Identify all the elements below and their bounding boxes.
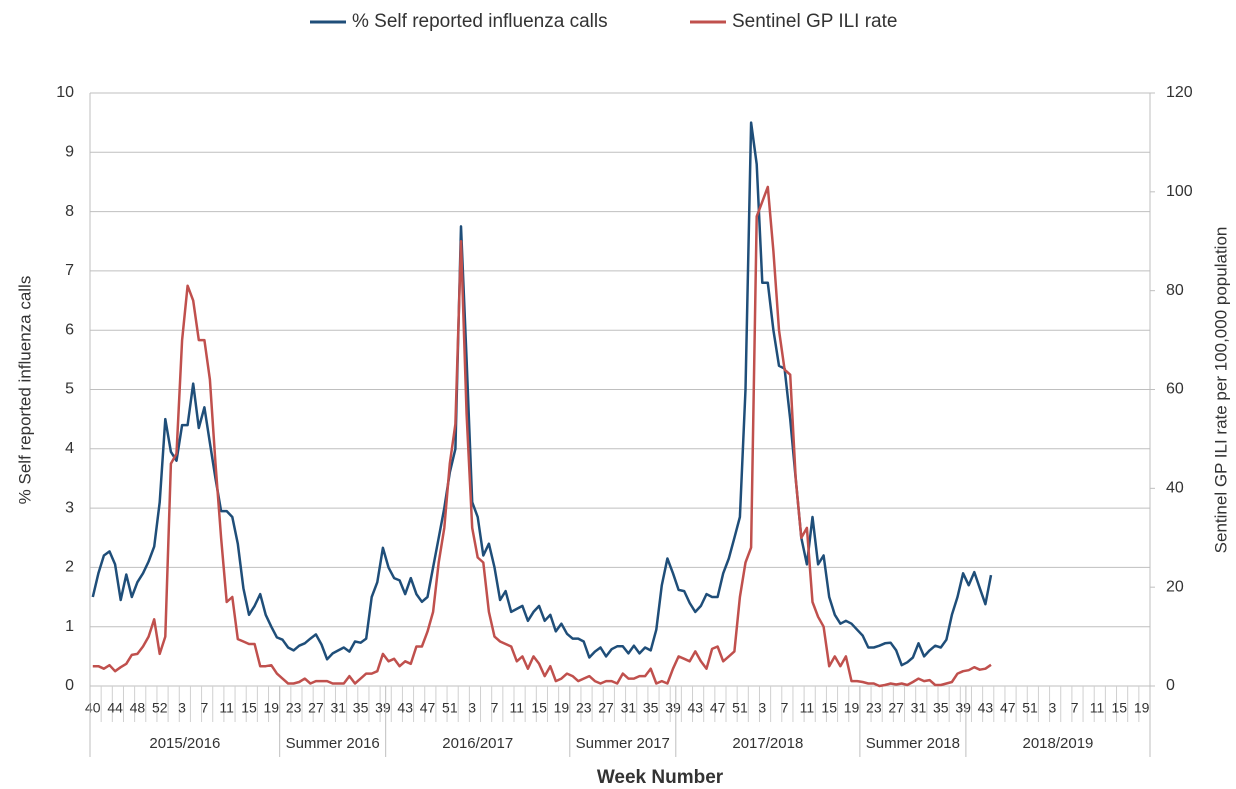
x-tick-label: 43 [397, 700, 413, 716]
x-tick-label: 7 [491, 700, 499, 716]
y-tick-label: 8 [65, 203, 74, 220]
group-label: 2016/2017 [442, 735, 513, 752]
series-line [91, 121, 993, 667]
y-tick-label: 7 [65, 262, 74, 279]
x-tick-label: 19 [554, 700, 570, 716]
x-tick-label: 52 [152, 700, 168, 716]
legend-label: % Self reported influenza calls [352, 11, 608, 32]
series-line [92, 185, 992, 688]
x-tick-label: 19 [844, 700, 860, 716]
y2-tick-label: 100 [1166, 183, 1193, 200]
x-tick-label: 43 [688, 700, 704, 716]
group-label: Summer 2016 [286, 735, 380, 752]
group-label: Summer 2018 [866, 735, 960, 752]
x-tick-label: 23 [286, 700, 302, 716]
y-tick-label: 1 [65, 618, 74, 635]
x-tick-label: 7 [781, 700, 789, 716]
x-tick-label: 15 [241, 700, 257, 716]
y-tick-label: 3 [65, 499, 74, 516]
x-tick-label: 47 [420, 700, 436, 716]
x-tick-label: 51 [442, 700, 458, 716]
x-tick-label: 15 [531, 700, 547, 716]
x-axis-title: Week Number [597, 767, 724, 788]
x-tick-label: 40 [85, 700, 101, 716]
x-tick-label: 47 [710, 700, 726, 716]
x-tick-label: 35 [933, 700, 949, 716]
x-tick-label: 11 [800, 700, 815, 716]
y-tick-label: 5 [65, 381, 74, 398]
x-tick-label: 27 [888, 700, 904, 716]
x-tick-label: 35 [353, 700, 369, 716]
y-tick-label: 6 [65, 321, 74, 338]
x-tick-label: 7 [200, 700, 208, 716]
x-tick-label: 19 [1134, 700, 1150, 716]
y2-tick-label: 20 [1166, 578, 1184, 595]
y2-tick-label: 80 [1166, 282, 1184, 299]
x-tick-label: 44 [107, 700, 123, 716]
x-tick-label: 43 [978, 700, 994, 716]
y2-tick-label: 120 [1166, 84, 1193, 101]
x-tick-label: 27 [308, 700, 324, 716]
x-tick-label: 51 [732, 700, 748, 716]
x-tick-label: 39 [375, 700, 391, 716]
legend-label: Sentinel GP ILI rate [732, 11, 897, 32]
y-tick-label: 10 [56, 84, 74, 101]
x-tick-label: 31 [621, 700, 637, 716]
y-tick-label: 4 [65, 440, 74, 457]
x-tick-label: 39 [665, 700, 681, 716]
group-label: Summer 2017 [576, 735, 670, 752]
x-tick-label: 19 [264, 700, 280, 716]
x-tick-label: 39 [955, 700, 971, 716]
x-tick-label: 51 [1022, 700, 1038, 716]
y2-tick-label: 40 [1166, 480, 1184, 497]
y2-tick-label: 0 [1166, 677, 1175, 694]
x-tick-label: 15 [1112, 700, 1128, 716]
group-label: 2015/2016 [149, 735, 220, 752]
y-tick-label: 0 [65, 677, 74, 694]
x-tick-label: 3 [758, 700, 766, 716]
x-tick-label: 23 [576, 700, 592, 716]
y2-axis-title: Sentinel GP ILI rate per 100,000 populat… [1211, 227, 1230, 554]
x-tick-label: 11 [1090, 700, 1105, 716]
x-tick-label: 3 [178, 700, 186, 716]
group-label: 2018/2019 [1022, 735, 1093, 752]
x-tick-label: 3 [1048, 700, 1056, 716]
x-tick-label: 35 [643, 700, 659, 716]
group-label: 2017/2018 [732, 735, 803, 752]
x-tick-label: 31 [330, 700, 346, 716]
y-tick-label: 2 [65, 559, 74, 576]
y2-tick-label: 60 [1166, 381, 1184, 398]
x-tick-label: 47 [1000, 700, 1016, 716]
x-tick-label: 31 [911, 700, 927, 716]
x-tick-label: 11 [510, 700, 525, 716]
x-tick-label: 7 [1071, 700, 1079, 716]
x-tick-label: 15 [821, 700, 837, 716]
x-tick-label: 27 [598, 700, 614, 716]
x-tick-label: 11 [219, 700, 234, 716]
x-tick-label: 23 [866, 700, 882, 716]
x-tick-label: 48 [130, 700, 146, 716]
y-axis-title: % Self reported influenza calls [15, 276, 34, 505]
y-tick-label: 9 [65, 144, 74, 161]
x-tick-label: 3 [468, 700, 476, 716]
